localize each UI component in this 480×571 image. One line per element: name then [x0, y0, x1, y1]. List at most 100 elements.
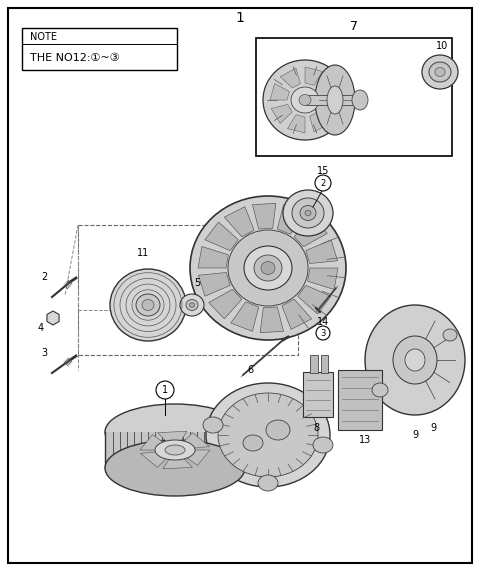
- Ellipse shape: [393, 336, 437, 384]
- Polygon shape: [282, 299, 312, 329]
- Polygon shape: [310, 112, 330, 132]
- Text: 5: 5: [194, 278, 200, 288]
- Text: 1: 1: [236, 11, 244, 25]
- Text: 15: 15: [317, 166, 329, 176]
- Ellipse shape: [300, 206, 316, 220]
- Text: 2: 2: [41, 272, 47, 282]
- Ellipse shape: [136, 294, 160, 316]
- Polygon shape: [270, 83, 289, 100]
- Polygon shape: [187, 450, 210, 465]
- Ellipse shape: [180, 294, 204, 316]
- Polygon shape: [198, 272, 230, 296]
- Ellipse shape: [165, 445, 185, 455]
- Polygon shape: [252, 203, 276, 229]
- Ellipse shape: [405, 349, 425, 371]
- Ellipse shape: [258, 475, 278, 491]
- Text: 9: 9: [412, 430, 418, 440]
- Ellipse shape: [228, 230, 308, 306]
- Ellipse shape: [365, 305, 465, 415]
- Polygon shape: [306, 240, 337, 264]
- Circle shape: [156, 381, 174, 399]
- Polygon shape: [198, 247, 228, 268]
- Ellipse shape: [305, 210, 311, 216]
- Text: 3: 3: [41, 348, 47, 358]
- Ellipse shape: [155, 440, 195, 460]
- Polygon shape: [294, 217, 327, 247]
- Ellipse shape: [313, 437, 333, 453]
- Text: 14: 14: [317, 317, 329, 327]
- Polygon shape: [271, 104, 292, 123]
- Ellipse shape: [186, 300, 198, 311]
- Ellipse shape: [206, 383, 330, 487]
- Ellipse shape: [352, 90, 368, 110]
- Text: 10: 10: [436, 41, 448, 51]
- Bar: [338, 370, 382, 430]
- Polygon shape: [260, 307, 284, 332]
- Ellipse shape: [254, 255, 282, 281]
- Text: 4: 4: [38, 323, 44, 333]
- Text: THE NO12:①~③: THE NO12:①~③: [30, 53, 120, 63]
- Polygon shape: [140, 435, 163, 450]
- Bar: [321, 355, 328, 373]
- Ellipse shape: [435, 67, 445, 77]
- Polygon shape: [209, 289, 242, 319]
- Bar: [105, 432, 245, 470]
- Bar: [78, 225, 298, 355]
- Bar: [22, 28, 177, 70]
- Text: 3: 3: [320, 328, 326, 337]
- Circle shape: [316, 326, 330, 340]
- Ellipse shape: [218, 393, 318, 477]
- Text: 8: 8: [313, 423, 319, 433]
- Bar: [256, 38, 452, 156]
- Ellipse shape: [105, 440, 245, 496]
- Ellipse shape: [292, 198, 324, 228]
- Polygon shape: [205, 222, 238, 251]
- Ellipse shape: [244, 246, 292, 290]
- Bar: [310, 355, 318, 373]
- Ellipse shape: [283, 190, 333, 236]
- Polygon shape: [141, 452, 166, 467]
- Polygon shape: [308, 268, 338, 289]
- Ellipse shape: [266, 420, 290, 440]
- Polygon shape: [184, 433, 209, 448]
- Ellipse shape: [422, 55, 458, 89]
- Text: 1: 1: [162, 385, 168, 395]
- Ellipse shape: [190, 196, 346, 340]
- Bar: [303, 372, 333, 417]
- Circle shape: [315, 175, 331, 191]
- Text: 9: 9: [430, 423, 436, 433]
- Ellipse shape: [327, 86, 343, 114]
- Polygon shape: [157, 431, 187, 441]
- Polygon shape: [231, 302, 259, 331]
- Polygon shape: [318, 77, 339, 95]
- Ellipse shape: [261, 262, 275, 275]
- Ellipse shape: [190, 303, 194, 307]
- Ellipse shape: [443, 329, 457, 341]
- Ellipse shape: [429, 62, 451, 82]
- Polygon shape: [321, 100, 340, 116]
- Ellipse shape: [263, 60, 347, 140]
- Polygon shape: [163, 459, 192, 469]
- Text: 11: 11: [137, 248, 149, 258]
- Text: 7: 7: [350, 19, 358, 33]
- Polygon shape: [277, 204, 305, 234]
- Text: NOTE: NOTE: [30, 32, 57, 42]
- Ellipse shape: [315, 65, 355, 135]
- Polygon shape: [288, 115, 305, 133]
- Text: 13: 13: [359, 435, 371, 445]
- Ellipse shape: [110, 269, 186, 341]
- Bar: [305, 95, 360, 105]
- Ellipse shape: [203, 417, 223, 433]
- Ellipse shape: [291, 87, 319, 113]
- Text: 6: 6: [247, 365, 253, 375]
- Polygon shape: [305, 67, 323, 85]
- Polygon shape: [280, 68, 300, 88]
- Polygon shape: [224, 207, 254, 237]
- Text: 2: 2: [320, 179, 325, 187]
- Polygon shape: [298, 286, 331, 314]
- Ellipse shape: [105, 404, 245, 460]
- Ellipse shape: [372, 383, 388, 397]
- Ellipse shape: [299, 94, 311, 106]
- Ellipse shape: [142, 300, 154, 311]
- Ellipse shape: [243, 435, 263, 451]
